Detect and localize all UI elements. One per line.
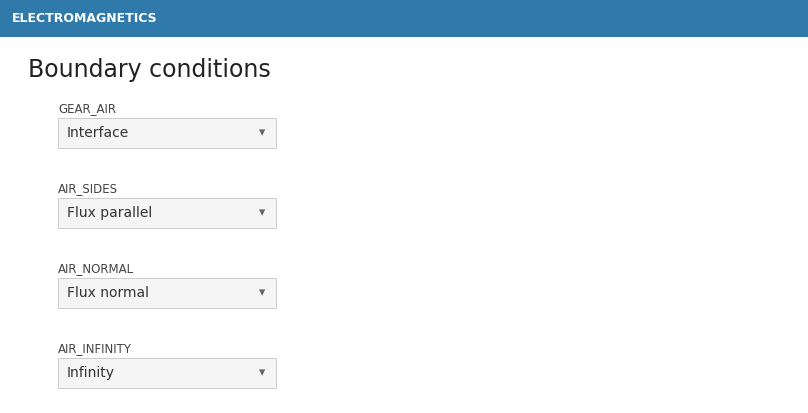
Text: ELECTROMAGNETICS: ELECTROMAGNETICS xyxy=(12,12,158,25)
FancyBboxPatch shape xyxy=(58,278,276,308)
Text: Boundary conditions: Boundary conditions xyxy=(28,58,271,82)
FancyBboxPatch shape xyxy=(0,0,808,37)
FancyBboxPatch shape xyxy=(58,118,276,148)
Text: AIR_INFINITY: AIR_INFINITY xyxy=(58,342,132,355)
Text: GEAR_AIR: GEAR_AIR xyxy=(58,102,116,115)
FancyBboxPatch shape xyxy=(58,358,276,388)
Text: ▾: ▾ xyxy=(259,126,265,140)
Text: Infinity: Infinity xyxy=(67,366,115,380)
Text: AIR_SIDES: AIR_SIDES xyxy=(58,182,118,195)
Text: Flux parallel: Flux parallel xyxy=(67,206,152,220)
FancyBboxPatch shape xyxy=(58,198,276,228)
Text: AIR_NORMAL: AIR_NORMAL xyxy=(58,262,134,275)
Text: Interface: Interface xyxy=(67,126,129,140)
Text: Flux normal: Flux normal xyxy=(67,286,149,300)
Text: ▾: ▾ xyxy=(259,206,265,219)
Text: ▾: ▾ xyxy=(259,366,265,380)
Text: ▾: ▾ xyxy=(259,287,265,299)
